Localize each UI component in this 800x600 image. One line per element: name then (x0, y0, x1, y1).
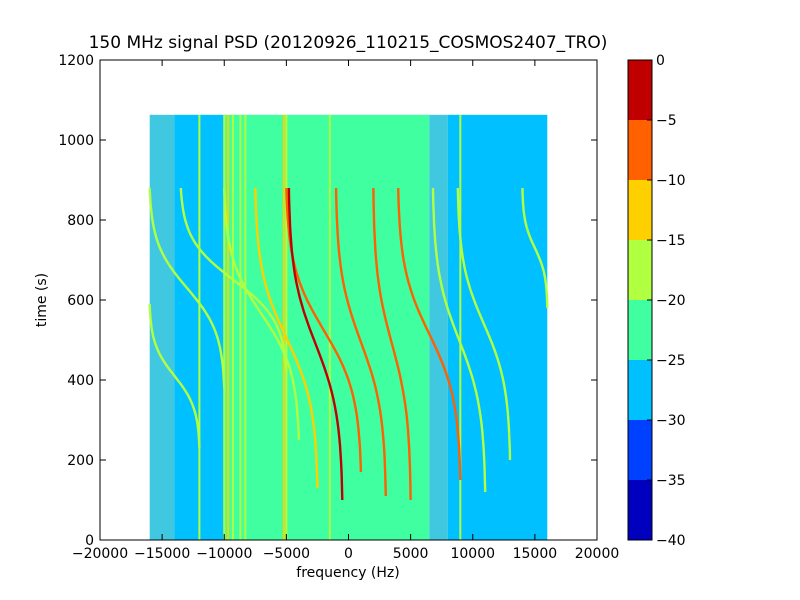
heatmap-region (149, 114, 175, 541)
x-tick-label: 10000 (450, 546, 495, 562)
x-tick-label: −15000 (134, 546, 190, 562)
colorbar-tick-label: 0 (656, 53, 665, 69)
y-axis-label: time (s) (34, 273, 50, 327)
doppler-track (372, 187, 412, 501)
doppler-track (431, 187, 487, 493)
doppler-track (148, 187, 226, 389)
doppler-track (456, 187, 512, 461)
colorbar-segment (628, 180, 652, 240)
y-axis-ticks: 0 200 400 600 800 1000 1200 (58, 53, 597, 549)
y-tick-label: 400 (67, 373, 94, 389)
colorbar-tick-label: −10 (656, 173, 686, 189)
y-tick-label: 600 (67, 293, 94, 309)
y-tick-label: 1000 (58, 133, 94, 149)
colorbar-segment (628, 60, 652, 120)
colorbar-tick-label: −25 (656, 353, 686, 369)
x-tick-label: 5000 (393, 546, 429, 562)
doppler-track (179, 187, 288, 373)
colorbar-tick-label: −5 (656, 113, 677, 129)
colorbar-tick-label: −15 (656, 233, 686, 249)
colorbar-segment (628, 300, 652, 360)
x-tick-label: −10000 (196, 546, 252, 562)
colorbar-tick-label: −35 (656, 473, 686, 489)
x-tick-label: 15000 (513, 546, 558, 562)
doppler-track (148, 303, 201, 449)
heatmap-region (447, 114, 548, 541)
doppler-tracks (148, 187, 549, 501)
doppler-track (287, 187, 344, 501)
doppler-track (223, 187, 300, 441)
y-tick-label: 800 (67, 213, 94, 229)
colorbar-segment (628, 420, 652, 480)
doppler-track (254, 187, 319, 489)
colorbar-segment (628, 240, 652, 300)
x-tick-label: −5000 (263, 546, 310, 562)
x-tick-label: 0 (344, 546, 353, 562)
doppler-track (334, 187, 387, 497)
colorbar-tick-label: −40 (656, 533, 686, 549)
heatmap (149, 114, 548, 541)
doppler-track (397, 187, 462, 481)
x-axis-ticks: −20000 −15000 −10000 −5000 0 5000 10000 15000 20… (72, 60, 619, 562)
x-axis-label: frequency (Hz) (296, 565, 399, 581)
chart-title: 150 MHz signal PSD (20120926_110215_COSM… (89, 33, 608, 53)
x-tick-label: 20000 (575, 546, 620, 562)
heatmap-region (429, 114, 448, 541)
doppler-track (285, 187, 363, 473)
y-tick-label: 1200 (58, 53, 94, 69)
colorbar-tick-label: −20 (656, 293, 686, 309)
doppler-track (521, 188, 549, 309)
y-tick-label: 200 (67, 453, 94, 469)
colorbar-tick-label: −30 (656, 413, 686, 429)
colorbar-segment (628, 480, 652, 540)
colorbar: −40 −35 −30 −25 −20 −15 −10 −5 0 (627, 53, 686, 549)
heatmap-region (224, 114, 430, 541)
x-tick-label: −20000 (72, 546, 128, 562)
y-tick-label: 0 (85, 533, 94, 549)
colorbar-segment (628, 360, 652, 420)
colorbar-segment (628, 120, 652, 180)
plot-area: −20000 −15000 −10000 −5000 0 5000 10000 15000 20… (58, 53, 619, 562)
